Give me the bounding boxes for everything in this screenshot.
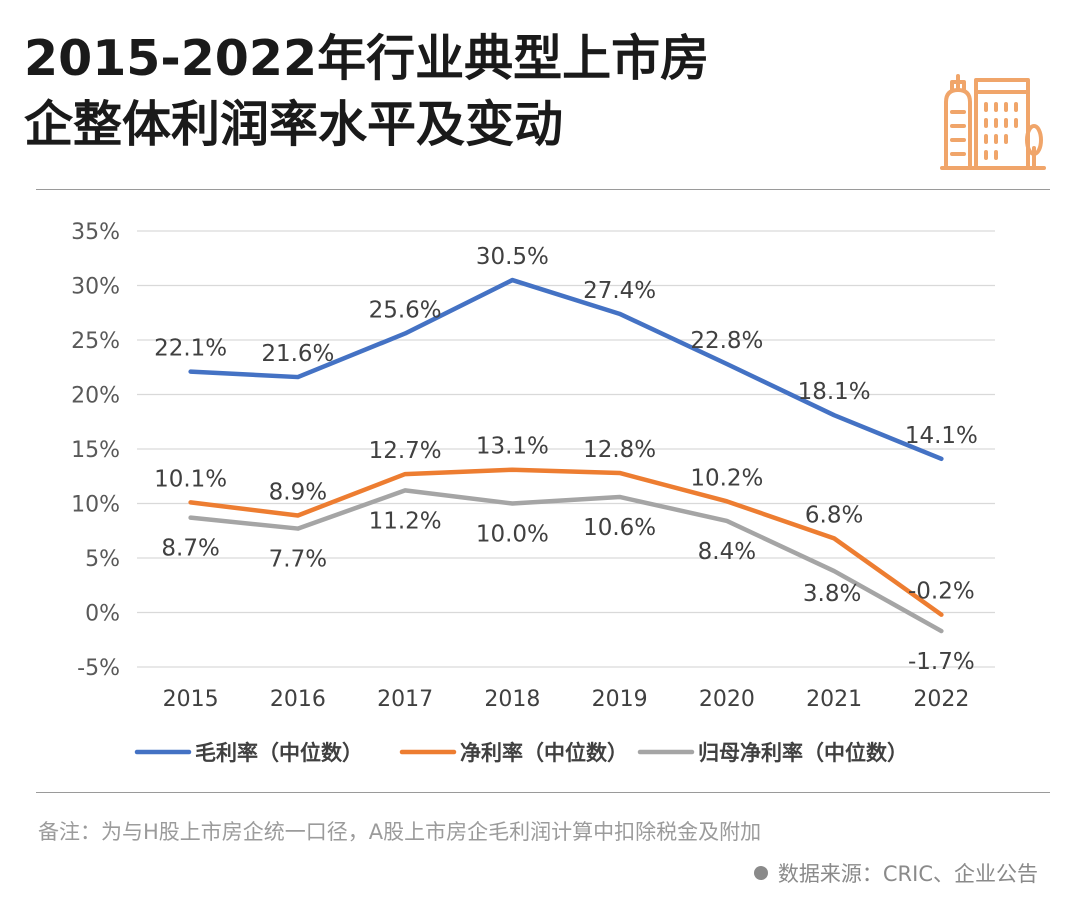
data-label: 10.0% (476, 522, 549, 548)
title-line-2: 企整体利润率水平及变动 (24, 96, 564, 153)
data-label: 8.7% (161, 536, 219, 562)
data-label: 8.4% (698, 539, 756, 565)
data-label: 10.6% (583, 515, 656, 541)
y-tick-label: 35% (71, 220, 120, 245)
legend-label: 净利率（中位数） (460, 741, 628, 765)
data-label: 27.4% (583, 278, 656, 304)
data-label: 21.6% (261, 341, 334, 367)
line-chart: 35% 30% 25% 20% 15% 10% 5% 0% -5% 2015 2016 2017 201… (71, 220, 995, 765)
x-tick-label: 2021 (806, 687, 862, 712)
x-tick-label: 2018 (484, 687, 540, 712)
data-label: 11.2% (369, 508, 442, 534)
y-tick-label: 20% (71, 384, 120, 409)
series-line-3 (188, 488, 944, 634)
title-line-1: 2015-2022年行业典型上市房 (24, 30, 710, 87)
y-tick-label: 25% (71, 329, 120, 354)
data-label: 18.1% (798, 379, 871, 405)
bottom-divider (36, 792, 1050, 793)
series-line-1 (188, 277, 944, 462)
data-label: 7.7% (269, 547, 327, 573)
page-title: 2015-2022年行业典型上市房 企整体利润率水平及变动 (24, 26, 884, 158)
data-label: 6.8% (805, 502, 863, 528)
data-label: 13.1% (476, 434, 549, 460)
data-label: -0.2% (908, 579, 975, 605)
legend-label: 归母净利率（中位数） (698, 741, 908, 765)
data-label: 25.6% (369, 297, 442, 323)
data-label: 10.1% (154, 466, 227, 492)
data-label: 12.7% (369, 438, 442, 464)
y-tick-label: 10% (71, 493, 120, 518)
y-tick-label: 30% (71, 275, 120, 300)
y-tick-label: 15% (71, 438, 120, 463)
x-tick-label: 2022 (913, 687, 969, 712)
data-label: 30.5% (476, 244, 549, 270)
data-source: 数据来源：CRIC、企业公告 (753, 858, 1038, 888)
series-line-2 (188, 467, 944, 617)
data-label: 22.1% (154, 336, 227, 362)
footnote: 备注：为与H股上市房企统一口径，A股上市房企毛利润计算中扣除税金及附加 (38, 820, 762, 844)
x-tick-label: 2016 (270, 687, 326, 712)
data-label: 8.9% (269, 479, 327, 505)
data-label: 10.2% (690, 465, 763, 491)
x-tick-label: 2017 (377, 687, 433, 712)
data-label: 3.8% (803, 581, 861, 607)
data-label: 12.8% (583, 437, 656, 463)
data-source-text: 数据来源：CRIC、企业公告 (777, 862, 1038, 886)
y-tick-label: 5% (85, 547, 120, 572)
bullet-dot-icon (753, 866, 768, 880)
x-tick-label: 2019 (592, 687, 648, 712)
data-label: -1.7% (908, 649, 975, 675)
data-label: 14.1% (905, 423, 978, 449)
y-tick-label: 0% (85, 602, 120, 627)
y-tick-label: -5% (77, 656, 120, 681)
x-tick-label: 2020 (699, 687, 755, 712)
city-buildings-icon (940, 74, 1046, 170)
top-divider (36, 189, 1050, 190)
legend-label: 毛利率（中位数） (195, 741, 363, 765)
x-tick-label: 2015 (163, 687, 219, 712)
data-label: 22.8% (690, 328, 763, 354)
